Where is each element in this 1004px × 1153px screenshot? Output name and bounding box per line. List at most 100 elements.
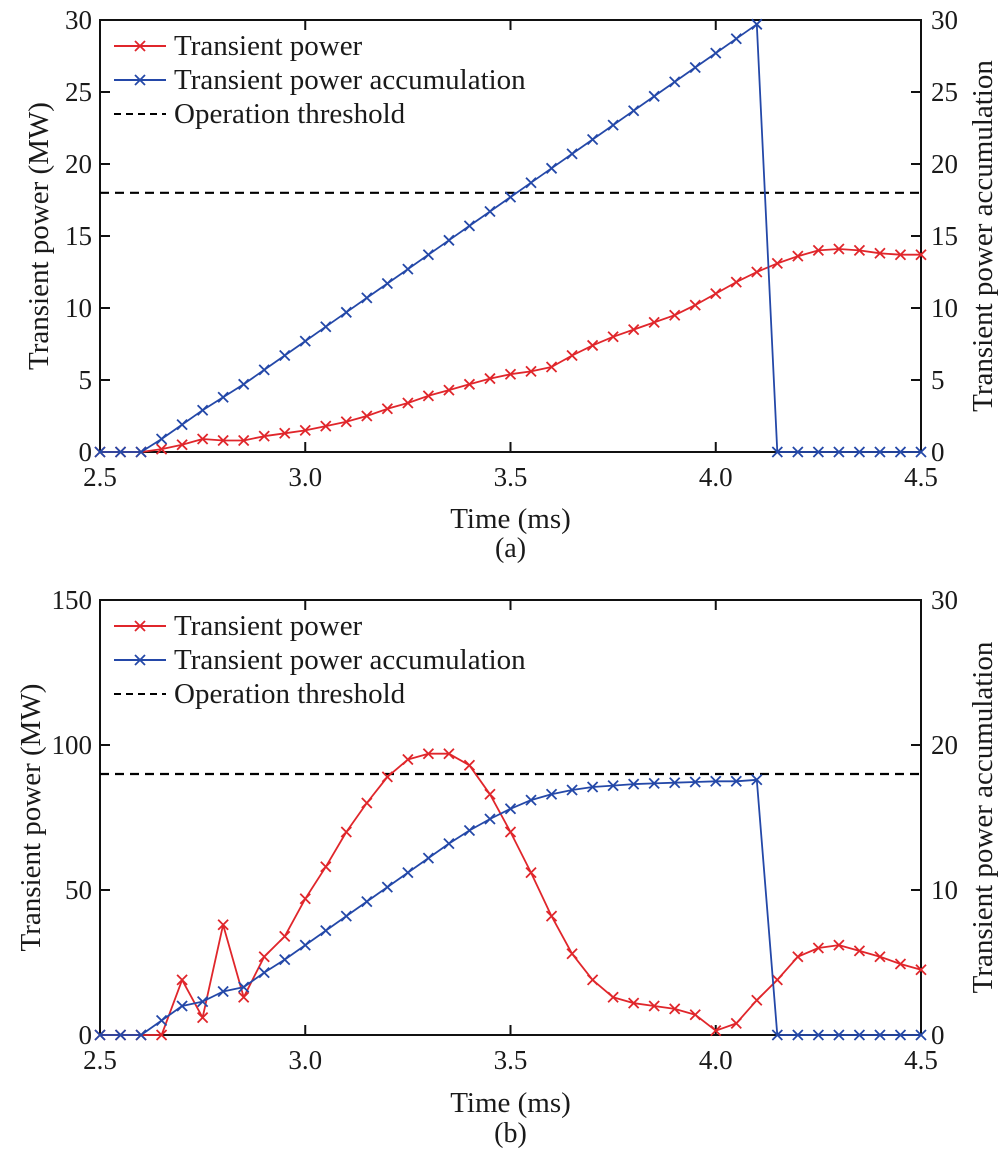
data-point-marker [155,443,168,455]
data-point-marker [607,331,619,343]
data-point-marker [525,365,537,377]
data-point-marker [566,784,578,796]
y2-tick-label: 10 [931,875,958,905]
data-point-marker [545,361,558,373]
data-point-marker [525,866,537,879]
legend-entry: Transient power [114,610,363,642]
data-point-marker [566,349,578,362]
data-point-marker [258,951,270,963]
data-point-marker [381,881,393,893]
data-point-marker [484,813,496,825]
x-tick-label: 2.5 [83,1045,117,1075]
data-point-marker [915,964,927,976]
y2-tick-label: 10 [931,293,958,323]
data-point-marker [874,951,886,963]
data-point-marker [833,243,845,255]
x-tick-label: 4.5 [904,462,938,492]
legend-entry: Operation threshold [114,98,406,130]
data-point-marker [771,257,783,269]
data-point-marker [381,277,393,290]
y2-tick-label: 20 [931,730,958,760]
series-line [100,752,922,1036]
data-point-marker [504,803,517,815]
data-point-marker [586,974,599,986]
x-tick-label: 2.5 [83,462,117,492]
data-point-marker [730,775,742,787]
data-point-marker [586,339,599,352]
data-point-marker [792,250,804,262]
data-point-marker [853,945,866,957]
data-point-marker [751,994,763,1006]
y-tick-label: 5 [79,365,93,395]
data-point-marker [730,1017,742,1030]
data-point-marker [422,852,435,864]
data-point-marker [771,446,783,458]
data-point-marker [176,974,188,986]
data-point-marker [566,948,578,960]
data-point-marker [751,266,763,278]
y2-tick-label: 0 [931,437,945,467]
legend-label: Operation threshold [174,678,406,710]
data-point-marker [504,368,517,380]
data-point-marker [217,985,229,998]
series-line [100,778,921,1036]
data-point-marker [689,299,701,311]
y2-tick-label: 20 [931,149,958,179]
data-point-marker [689,61,701,74]
series-transient-power-accumulation [94,774,927,1041]
data-point-marker [710,1025,722,1037]
data-point-marker [894,1029,907,1041]
data-point-marker [422,249,435,261]
x-tick-label: 4.0 [699,1045,733,1075]
x-tick-label: 4.0 [699,462,733,492]
y2-tick-label: 5 [931,365,945,395]
data-point-marker [463,824,476,837]
data-point-marker [155,433,168,445]
y2-axis-label: Transient power accumulation [967,641,999,993]
data-point-marker [176,439,188,451]
y-tick-label: 150 [52,585,93,615]
data-point-marker [833,446,845,458]
data-point-marker [586,781,599,793]
data-point-marker [279,953,291,966]
data-point-marker [669,76,681,88]
data-point-marker [628,997,640,1009]
data-point-marker [196,1011,209,1024]
data-point-marker [730,33,742,45]
y-tick-label: 100 [52,730,93,760]
data-point-marker [689,1009,701,1021]
data-point-marker [279,427,291,439]
data-point-marker [361,410,373,422]
data-point-marker [648,90,660,102]
data-point-marker [484,205,496,218]
data-point-marker [258,967,270,979]
data-point-marker [915,446,927,458]
data-point-marker [812,942,825,954]
data-point-marker [894,249,907,261]
data-point-marker [751,774,763,786]
y-tick-label: 0 [79,437,93,467]
legend-entry: Transient power [114,30,363,62]
data-point-marker [915,249,927,261]
y-tick-label: 0 [79,1020,93,1050]
data-point-marker [812,446,825,458]
data-point-marker [443,234,455,246]
legend-label: Operation threshold [174,98,406,130]
data-point-marker [279,349,291,362]
data-point-marker [94,1029,106,1041]
data-point-marker [607,991,619,1003]
data-point-marker [586,133,599,146]
data-point-marker [340,826,352,838]
data-point-marker [484,788,496,800]
data-point-marker [874,247,886,259]
data-point-marker [381,403,393,415]
data-point-marker [443,837,455,850]
y-tick-label: 30 [65,5,92,35]
data-point-marker [94,446,106,458]
data-point-marker [874,446,886,458]
data-point-marker [402,263,414,275]
data-point-marker [443,384,455,396]
data-point-marker [320,321,332,333]
data-point-marker [648,1000,660,1012]
data-point-marker [545,788,558,800]
